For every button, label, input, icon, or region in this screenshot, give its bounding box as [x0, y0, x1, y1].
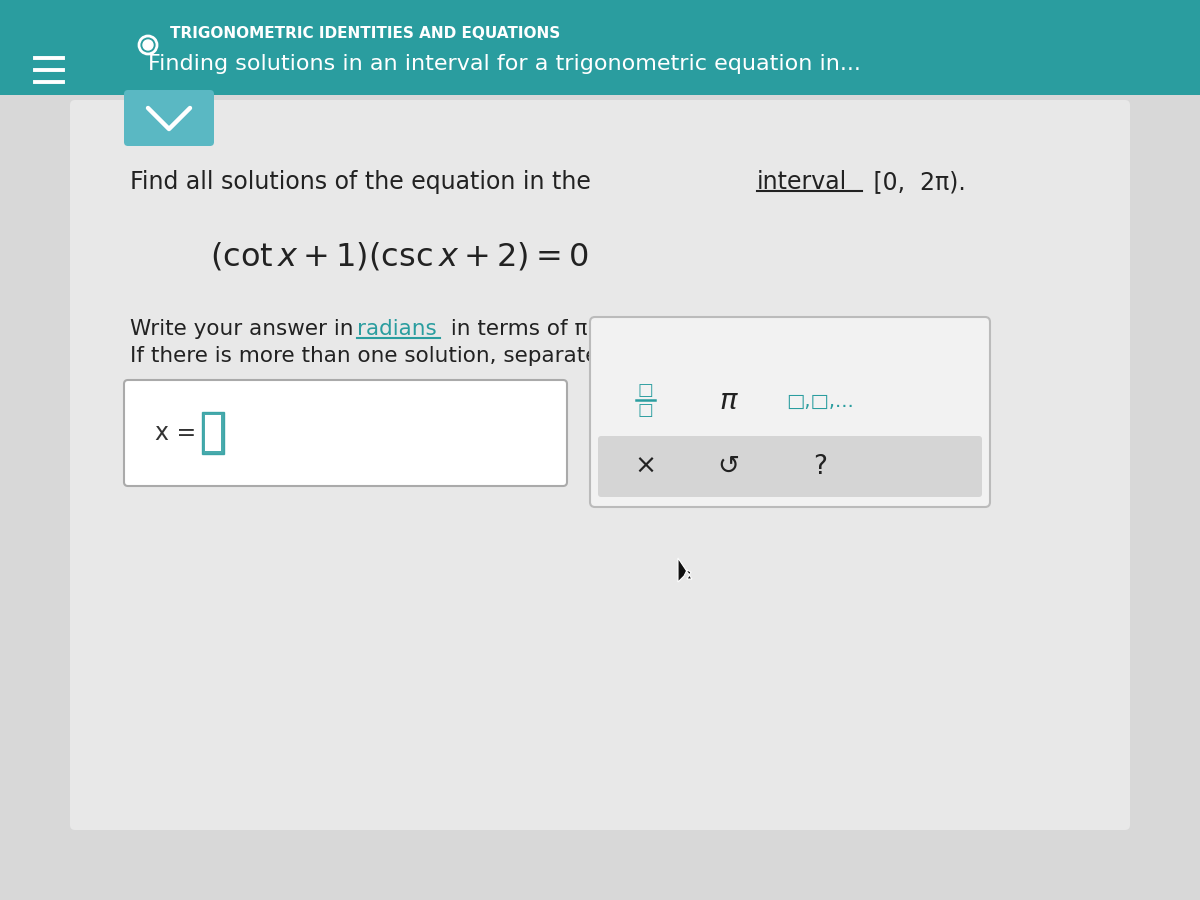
FancyBboxPatch shape [0, 0, 1200, 95]
Text: radians: radians [358, 319, 437, 339]
Text: If there is more than one solution, separate them with commas.: If there is more than one solution, sepa… [130, 346, 820, 366]
Text: interval: interval [757, 170, 847, 194]
Text: □: □ [637, 401, 653, 419]
Text: [0,  2π).: [0, 2π). [866, 170, 966, 194]
FancyBboxPatch shape [598, 436, 982, 497]
Text: x =: x = [155, 421, 204, 445]
FancyBboxPatch shape [202, 412, 224, 454]
Text: $(\cot x+1)(\csc x+2)=0$: $(\cot x+1)(\csc x+2)=0$ [210, 241, 588, 273]
Text: □,□,...: □,□,... [786, 392, 854, 410]
FancyBboxPatch shape [205, 415, 221, 451]
Polygon shape [678, 558, 692, 582]
Circle shape [143, 40, 154, 50]
FancyBboxPatch shape [70, 100, 1130, 830]
Text: Find all solutions of the equation in the: Find all solutions of the equation in th… [130, 170, 599, 194]
Text: Finding solutions in an interval for a trigonometric equation in...: Finding solutions in an interval for a t… [148, 54, 860, 74]
Text: ×: × [634, 454, 656, 480]
Text: TRIGONOMETRIC IDENTITIES AND EQUATIONS: TRIGONOMETRIC IDENTITIES AND EQUATIONS [170, 26, 560, 41]
Text: ?: ? [814, 454, 827, 480]
FancyBboxPatch shape [124, 380, 568, 486]
Text: π: π [719, 387, 737, 415]
Text: Write your answer in: Write your answer in [130, 319, 360, 339]
Text: □: □ [637, 381, 653, 399]
FancyBboxPatch shape [590, 317, 990, 507]
Text: ↺: ↺ [716, 454, 739, 480]
FancyBboxPatch shape [124, 90, 214, 146]
Text: in terms of π.: in terms of π. [444, 319, 594, 339]
